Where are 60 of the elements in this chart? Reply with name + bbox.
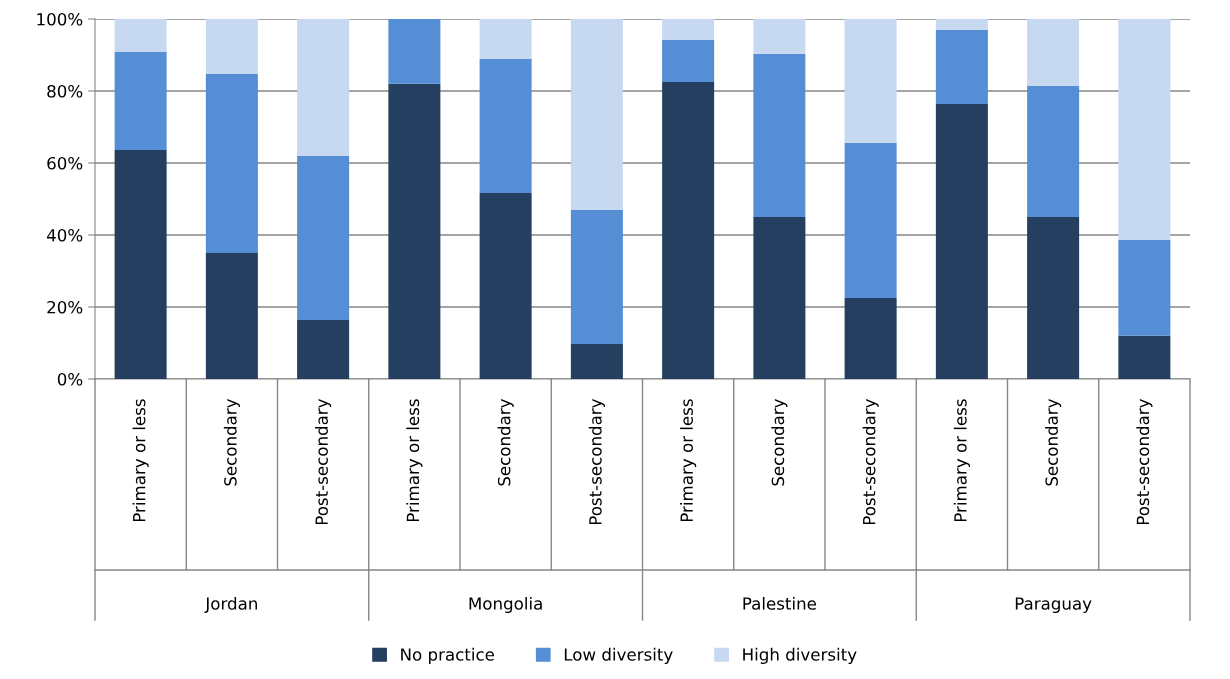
x-tick-label: Primary or less <box>406 399 423 522</box>
bar <box>662 19 715 40</box>
bar <box>570 344 623 379</box>
text: Jordan <box>204 596 257 613</box>
text: Palestine <box>743 596 817 610</box>
bar <box>479 19 532 59</box>
text: Paraguay <box>1015 597 1092 614</box>
bar <box>205 253 258 379</box>
bar <box>844 142 897 298</box>
y-tick-label: 80% <box>47 84 83 98</box>
bar <box>844 19 897 143</box>
bar <box>297 155 350 320</box>
bar <box>1118 240 1171 336</box>
bar <box>753 19 806 54</box>
y-tick-label: 60% <box>47 156 83 170</box>
x-tick-label: Post-secondary <box>315 398 332 525</box>
x-tick-label: Primary or less <box>953 399 970 522</box>
bar <box>1118 19 1171 241</box>
bar <box>1118 335 1171 379</box>
x-tick-label: Primary or less <box>132 399 149 522</box>
bar <box>479 58 532 193</box>
x-tick-label: Secondary <box>497 398 514 486</box>
bar <box>388 83 441 379</box>
bar <box>844 298 897 379</box>
bar <box>297 319 350 379</box>
bar <box>114 52 167 151</box>
x-tick-label: Secondary <box>1045 398 1062 486</box>
y-tick-label: 40% <box>46 228 83 242</box>
bar <box>479 192 532 379</box>
y-tick-label: 20% <box>47 300 83 314</box>
bar <box>114 19 167 53</box>
bar <box>662 82 715 379</box>
bar <box>114 150 167 379</box>
x-tick-label: Secondary <box>771 398 788 486</box>
x-tick-label: Secondary <box>223 398 240 486</box>
bar <box>570 209 623 345</box>
x-tick-label: Post-secondary <box>1136 398 1153 525</box>
x-tick-label: Post-secondary <box>588 398 605 525</box>
legend-label: Low diversity <box>564 647 673 664</box>
bar <box>935 19 988 30</box>
bar <box>753 53 806 217</box>
bar <box>297 19 350 156</box>
bar <box>935 103 988 379</box>
legend-label: High diversity <box>743 647 857 664</box>
bar <box>388 19 441 84</box>
bar <box>570 19 623 210</box>
bar <box>1027 85 1080 217</box>
bar <box>205 74 258 253</box>
text: Mongolia <box>469 596 542 614</box>
bar <box>1027 19 1080 86</box>
y-tick-label: 0% <box>57 372 83 386</box>
bar <box>753 217 806 379</box>
bar <box>662 39 715 82</box>
x-tick-label: Post-secondary <box>862 398 879 525</box>
x-tick-label: Primary or less <box>680 399 697 522</box>
bar <box>205 19 258 75</box>
bar <box>935 29 988 104</box>
bar <box>1027 217 1080 379</box>
legend-label: No practice <box>401 647 495 664</box>
y-tick-label: 100% <box>37 12 83 26</box>
